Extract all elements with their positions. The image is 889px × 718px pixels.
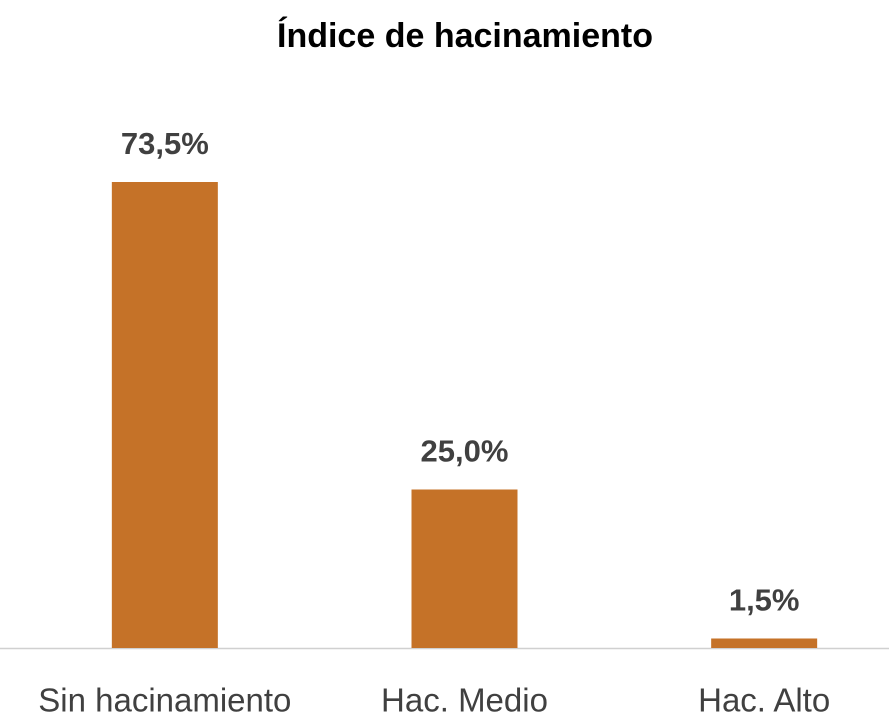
data-label: 25,0% (421, 434, 509, 469)
data-label: 73,5% (121, 126, 209, 161)
x-tick-label: Hac. Alto (698, 682, 830, 718)
bar (111, 182, 218, 648)
bar (711, 638, 818, 648)
x-tick-label: Sin hacinamiento (38, 682, 291, 718)
data-label: 1,5% (729, 583, 800, 618)
bar (411, 489, 518, 648)
chart-title: Índice de hacinamiento (277, 17, 653, 55)
x-tick-label: Hac. Medio (381, 682, 548, 718)
